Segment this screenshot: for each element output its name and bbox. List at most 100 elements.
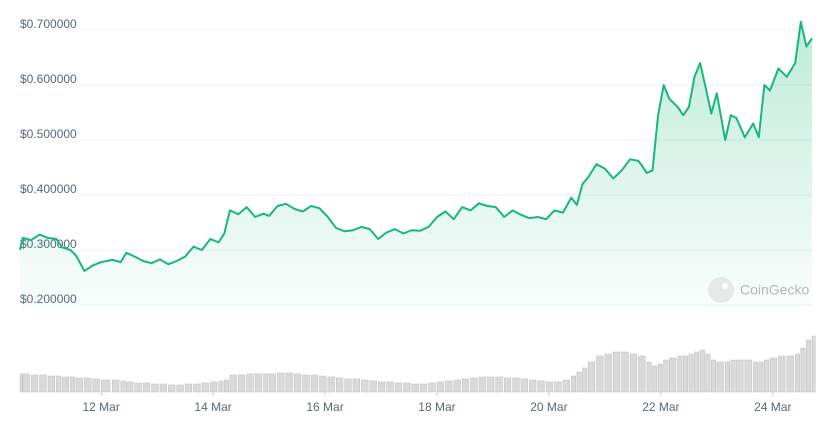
volume-bar	[369, 380, 377, 393]
volume-bar	[285, 372, 293, 393]
volume-bar	[254, 373, 263, 393]
x-tick-label: 16 Mar	[306, 400, 343, 414]
volume-bar	[277, 372, 285, 393]
volume-bar	[576, 371, 582, 393]
volume-bar	[142, 382, 151, 393]
volume-bar	[100, 379, 111, 393]
x-tick-label: 18 Mar	[418, 400, 455, 414]
volume-bar	[764, 359, 770, 393]
volume-bar	[769, 357, 777, 393]
volume-bar	[487, 376, 495, 393]
volume-bar	[238, 374, 246, 393]
volume-bar	[688, 353, 694, 393]
volume-bar	[811, 335, 816, 393]
volume-bar	[562, 379, 570, 393]
watermark-logo	[708, 277, 734, 303]
volume-bar	[537, 380, 545, 393]
volume-bar	[403, 382, 411, 393]
volume-bar	[582, 367, 588, 393]
volume-bar	[184, 383, 193, 393]
volume-bar	[657, 363, 663, 393]
volume-bar	[554, 381, 562, 393]
volume-bar	[386, 381, 394, 393]
volume-bar	[22, 373, 30, 393]
y-tick-label: $0.600000	[20, 72, 77, 86]
volume-bar	[310, 374, 319, 393]
volume-bar	[478, 376, 486, 393]
volume-bar	[134, 382, 142, 393]
volume-bar	[151, 383, 159, 393]
volume-bar	[319, 375, 327, 393]
volume-bar	[47, 375, 55, 393]
volume-bar	[794, 353, 800, 393]
volume-bar	[302, 374, 310, 393]
volume-bar	[730, 359, 736, 393]
volume-bar	[56, 375, 62, 393]
volume-bar	[84, 377, 92, 393]
volume-bar	[30, 374, 39, 393]
volume-bar	[246, 373, 254, 393]
volume-bar	[263, 373, 269, 393]
volume-bar	[596, 355, 604, 393]
x-tick-label: 24 Mar	[754, 400, 791, 414]
volume-bar	[168, 384, 176, 393]
volume-bar	[436, 381, 444, 393]
volume-bar	[571, 375, 577, 393]
volume-bar	[39, 374, 47, 393]
volume-bar	[268, 373, 277, 393]
volume-bar	[229, 374, 237, 393]
volume-bar	[716, 361, 724, 393]
y-tick-label: $0.400000	[20, 182, 77, 196]
volume-bar	[736, 359, 744, 393]
watermark-logo-eye	[722, 283, 728, 289]
watermark-text: CoinGecko	[740, 282, 809, 298]
volume-bar	[629, 353, 638, 393]
volume-bar	[210, 381, 218, 393]
volume-bar	[335, 377, 344, 393]
volume-bar	[758, 361, 764, 393]
volume-bar	[19, 373, 23, 393]
volume-bar	[445, 380, 453, 393]
volume-bar	[126, 381, 134, 393]
price-line	[19, 20, 813, 272]
volume-bar	[806, 339, 812, 393]
volume-bar	[512, 377, 520, 393]
volume-bar	[352, 378, 360, 393]
volume-bar	[652, 365, 658, 393]
volume-bar	[327, 376, 335, 393]
volume-bar	[461, 378, 470, 393]
volume-bar	[752, 361, 758, 393]
volume-bar	[604, 353, 612, 393]
watermark: CoinGecko	[708, 277, 809, 303]
volume-bar	[669, 357, 677, 393]
volume-bar	[621, 351, 629, 393]
volume-bar	[545, 381, 554, 393]
volume-bar	[495, 376, 503, 393]
x-tick-label: 22 Mar	[642, 400, 679, 414]
volume-bar	[112, 379, 120, 393]
volume-bar	[786, 355, 794, 393]
x-tick-label: 20 Mar	[530, 400, 567, 414]
volume-bar	[411, 383, 419, 393]
volume-bar	[694, 351, 700, 393]
volume-bar	[294, 373, 302, 393]
volume-bar	[224, 379, 230, 393]
volume-bar	[92, 378, 100, 393]
volume-bar	[724, 361, 730, 393]
volume-bar	[218, 380, 224, 393]
volume-bar	[613, 351, 621, 393]
volume-bar	[394, 382, 402, 393]
volume-bar	[800, 347, 806, 393]
volume-bar	[201, 382, 209, 393]
volume-bar	[778, 355, 786, 393]
volume-bar	[646, 361, 652, 393]
volume-bar	[377, 381, 386, 393]
volume-bar	[744, 359, 752, 393]
volume-bar	[699, 349, 705, 393]
x-tick-label: 12 Mar	[82, 400, 119, 414]
volume-bar	[683, 355, 688, 393]
volume-bar	[453, 379, 461, 393]
volume-bar	[193, 383, 201, 393]
